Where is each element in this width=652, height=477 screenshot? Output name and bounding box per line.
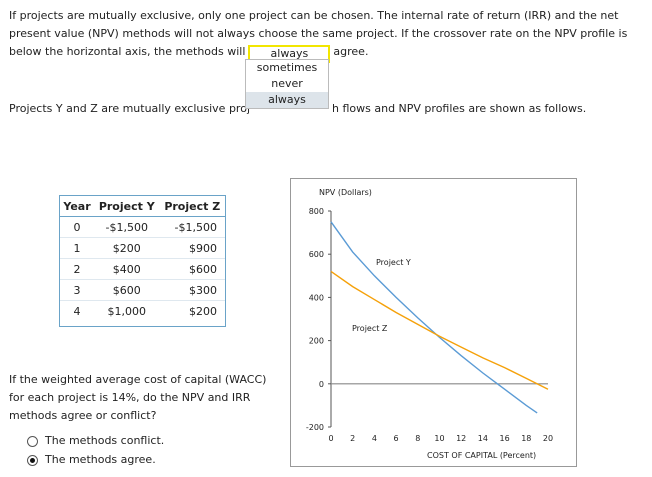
intro2-text-before: Projects Y and Z are mutually exclusive …: [9, 102, 250, 115]
dropdown-option-always[interactable]: always: [246, 92, 328, 108]
cell-year: 0: [60, 216, 94, 238]
x-tick-label: 16: [500, 434, 510, 443]
series-line-project-z: [330, 270, 549, 390]
cell-project-z: -$1,500: [159, 216, 225, 238]
cell-year: 2: [60, 258, 94, 280]
table-row: 0 -$1,500 -$1,500: [60, 216, 225, 238]
table-header-row: Year Project Y Project Z: [60, 196, 225, 217]
intro-text: If projects are mutually exclusive, only…: [9, 9, 628, 58]
cell-project-z: $200: [189, 304, 217, 318]
cell-project-z: $600: [159, 258, 225, 280]
cell-project-y: $400: [94, 258, 160, 280]
cell-year: 1: [60, 237, 94, 259]
cell-year: 4: [73, 304, 81, 318]
table-row: 1 $200 $900: [60, 237, 225, 259]
option-conflict-label: The methods conflict.: [45, 434, 165, 447]
question-text: If the weighted average cost of capital …: [9, 373, 267, 422]
intro-paragraph-2: Projects Y and Z are mutually exclusive …: [9, 101, 586, 117]
x-tick-label: 10: [434, 434, 444, 443]
table-row: 4 $1,000 $200: [60, 301, 225, 322]
y-tick-label: 0: [319, 380, 324, 389]
answer-select-value: always: [270, 47, 309, 60]
header-year: Year: [60, 196, 94, 217]
dropdown-option-sometimes[interactable]: sometimes: [256, 61, 318, 74]
series-label-project-z: Project Z: [352, 324, 388, 333]
intro-paragraph: If projects are mutually exclusive, only…: [9, 7, 645, 63]
y-tick-label: 600: [309, 250, 324, 259]
radio-agree[interactable]: [27, 454, 38, 466]
x-tick-label: 8: [415, 434, 420, 443]
cell-project-z: $900: [159, 237, 225, 259]
option-agree-label: The methods agree.: [45, 453, 156, 466]
chart-xlabel: COST OF CAPITAL (Percent): [427, 451, 536, 460]
answer-select[interactable]: always: [248, 45, 331, 63]
cell-project-y: -$1,500: [94, 216, 160, 238]
x-tick-label: 18: [521, 434, 531, 443]
x-tick-label: 12: [456, 434, 466, 443]
cell-project-y: $600: [94, 279, 160, 301]
x-tick-label: 6: [394, 434, 399, 443]
y-tick-label: 800: [309, 207, 324, 216]
cell-project-y: $1,000: [107, 304, 147, 318]
series-line-project-y: [330, 221, 538, 414]
x-tick-label: 2: [350, 434, 355, 443]
npv-profile-chart: NPV (Dollars) COST OF CAPITAL (Percent) …: [290, 178, 577, 467]
table-row: 2 $400 $600: [60, 258, 225, 280]
option-conflict[interactable]: The methods conflict.: [27, 433, 164, 449]
intro2-text-after: h flows and NPV profiles are shown as fo…: [332, 102, 587, 115]
cell-year: 3: [60, 279, 94, 301]
y-tick-label: -200: [306, 423, 324, 432]
chart-ylabel: NPV (Dollars): [319, 188, 372, 197]
header-project-y: Project Y: [94, 196, 160, 217]
dropdown-option-never[interactable]: never: [271, 77, 303, 90]
table-row: 3 $600 $300: [60, 279, 225, 301]
radio-conflict[interactable]: [27, 435, 38, 447]
header-project-z: Project Z: [159, 196, 225, 217]
answer-dropdown-list[interactable]: sometimes never always: [245, 59, 329, 109]
cash-flow-table: Year Project Y Project Z 0 -$1,500 -$1,5…: [59, 195, 226, 327]
x-tick-label: 4: [372, 434, 377, 443]
cell-project-y: $200: [94, 237, 160, 259]
y-tick-label: 200: [309, 337, 324, 346]
x-tick-label: 20: [543, 434, 553, 443]
x-tick-label: 0: [328, 434, 333, 443]
npv-chart-svg: NPV (Dollars) COST OF CAPITAL (Percent) …: [306, 188, 553, 460]
option-agree[interactable]: The methods agree.: [27, 452, 156, 468]
series-label-project-y: Project Y: [376, 258, 411, 267]
intro-text-end: agree.: [333, 45, 369, 58]
x-tick-label: 14: [478, 434, 488, 443]
y-tick-label: 400: [309, 293, 324, 302]
cell-project-z: $300: [159, 279, 225, 301]
